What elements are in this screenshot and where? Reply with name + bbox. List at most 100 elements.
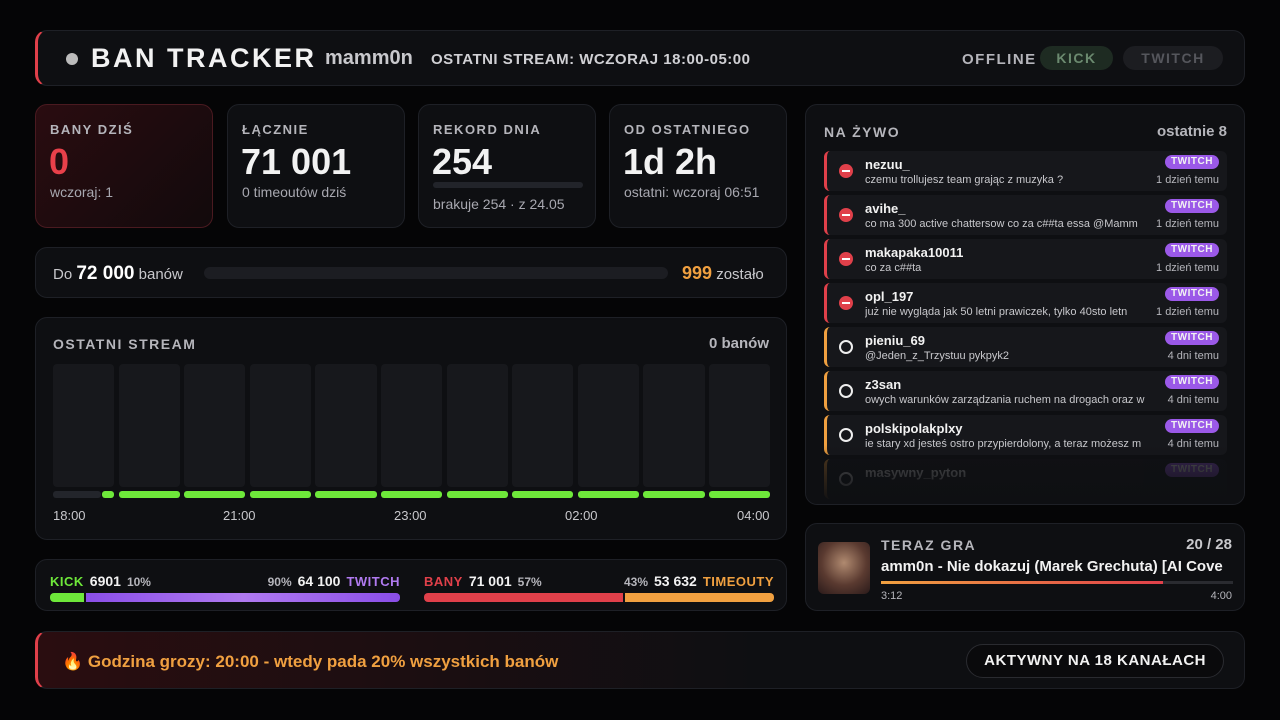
right-count: 64 100 [297, 573, 341, 589]
platform-badge: TWITCH [1165, 375, 1219, 389]
split-right: 43% 53 632 TIMEOUTY [624, 573, 774, 589]
split-bar [624, 593, 774, 602]
stat-label: BANY DZIŚ [50, 122, 134, 137]
goal-bar [204, 267, 668, 279]
feed-user: opl_197 [865, 289, 914, 304]
title: BAN TRACKER [91, 43, 317, 73]
hour-column [643, 364, 705, 487]
goal-suffix: banów [138, 266, 183, 283]
feed-user: makapaka10011 [865, 245, 964, 260]
fade [806, 445, 1244, 504]
stat-value: 0 [49, 141, 70, 182]
feed-time: 4 dni temu [1167, 394, 1219, 406]
feed-item: z3san owych warunków zarządzania ruchem n… [824, 371, 1227, 411]
split-bar [424, 593, 623, 602]
stat-value: 254 [432, 141, 493, 182]
stat-sub: wczoraj: 1 [50, 184, 114, 200]
platform-badge: TWITCH [1165, 287, 1219, 301]
feed-message: co za c##ta [865, 262, 922, 274]
hour-column [315, 364, 377, 487]
left-count: 6901 [89, 573, 121, 589]
live-title: NA ŻYWO [824, 124, 901, 140]
split-bar [86, 593, 400, 602]
feed-time: 4 dni temu [1167, 350, 1219, 362]
icon-bar [842, 214, 850, 216]
timeline-segment [577, 491, 640, 498]
hour-column [512, 364, 574, 487]
cover-art [818, 542, 870, 594]
stat-label: OD OSTATNIEGO [624, 122, 751, 137]
left-pct: 10% [126, 575, 151, 589]
split-row: BANY 71 001 57% 43% 53 632 TIMEOUTY [424, 560, 774, 612]
feed-item: pieniu_69 @Jeden_z_Trzystuu pykpyk2 TWITCH… [824, 327, 1227, 367]
np-elapsed: 3:12 [881, 590, 903, 602]
split-left: KICK 6901 10% [50, 573, 151, 589]
split-row: KICK 6901 10% 90% 64 100 TWITCH [50, 560, 400, 612]
timeline-segment [315, 491, 377, 498]
timeline-segment [643, 491, 705, 498]
feed-item: avihe_co ma 300 active chattersow co za … [824, 195, 1227, 235]
timeline-segment [184, 491, 246, 498]
icon-bar [842, 258, 850, 260]
timeline-segment [118, 491, 180, 498]
feed-item: opl_197 już nie wygląda jak 50 letni praw… [824, 283, 1227, 323]
timeline-segment [512, 491, 574, 498]
timeout-icon [839, 428, 853, 442]
stat-sub: ostatni: wczoraj 06:51 [624, 184, 760, 200]
right-pct: 43% [623, 575, 648, 589]
split-bar [50, 593, 84, 602]
split-panel: KICK 6901 10% 90% 64 100 TWITCH BANY 71 001 57% 4… [35, 559, 787, 611]
kick-button[interactable]: KICK [1040, 46, 1113, 70]
timeout-icon [839, 384, 853, 398]
remaining-value: 999 [682, 263, 713, 283]
feed-message: @Jeden_z_Trzystuu pykpyk2 [865, 350, 1010, 362]
np-duration: 4:00 [1210, 590, 1232, 602]
np-progress [881, 581, 1163, 584]
feed-time: 1 dzień temu [1156, 306, 1219, 318]
goal-remaining: 999 zostało [682, 263, 764, 284]
stat-value: 71 001 [241, 141, 352, 182]
hour-column [577, 364, 640, 487]
platform-badge: TWITCH [1165, 199, 1219, 213]
split-right: 90% 64 100 TWITCH [268, 573, 400, 589]
stat-sub: 0 timeoutów dziś [242, 184, 347, 200]
platform-badge: TWITCH [1165, 155, 1219, 169]
feed-user: avihe_ [865, 201, 906, 216]
np-title: TERAZ GRA [881, 537, 977, 553]
stat-value: 1d 2h [623, 141, 718, 182]
time-label: 21:00 [223, 508, 256, 523]
feed-user: z3san [865, 377, 902, 392]
last-stream: OSTATNI STREAM: WCZORAJ 18:00-05:00 [431, 51, 751, 68]
right-name: TIMEOUTY [702, 574, 774, 589]
timeline-segment [381, 491, 443, 498]
left-name: BANY [424, 574, 463, 589]
timeline-segment [446, 491, 508, 498]
stream-count: 0 banów [708, 335, 769, 352]
stat-label: REKORD DNIA [433, 122, 542, 137]
goal-prefix: Do [53, 266, 73, 283]
icon-bar [842, 302, 850, 304]
hour-column [381, 364, 443, 487]
record-bar [433, 182, 583, 188]
feed-time: 1 dzień temu [1156, 218, 1219, 230]
twitch-button[interactable]: TWITCH [1123, 46, 1223, 70]
right-name: TWITCH [346, 574, 400, 589]
stream-panel: OSTATNI STREAM 0 banów 18:00 21:00 23:00 02… [35, 317, 787, 540]
icon-bar [842, 170, 850, 172]
header: BAN TRACKER mamm0n OSTATNI STREAM: WCZOR… [35, 30, 1245, 86]
feed-message: już nie wygląda jak 50 letni prawiczek, … [865, 306, 1128, 318]
timeline-segment [102, 491, 114, 498]
stat-card: BANY DZIŚ 0 wczoraj: 1 [35, 104, 213, 228]
stat-card: REKORD DNIA 254 brakuje 254 · z 24.05 [418, 104, 596, 228]
timeout-icon [839, 340, 853, 354]
feed-item: nezuu_ czemu trollujesz team grając z muz… [824, 151, 1227, 191]
feed-message: co ma 300 active chattersow co za c##ta … [865, 218, 1138, 230]
hour-column [249, 364, 312, 487]
timeline-gap [53, 491, 101, 498]
hour-column [184, 364, 246, 487]
time-label: 02:00 [565, 508, 598, 523]
hour-column [118, 364, 180, 487]
now-playing: TERAZ GRA 20 / 28 amm0n - Nie dokazuj (M… [805, 523, 1245, 611]
stat-sub: brakuje 254 · z 24.05 [433, 196, 565, 212]
